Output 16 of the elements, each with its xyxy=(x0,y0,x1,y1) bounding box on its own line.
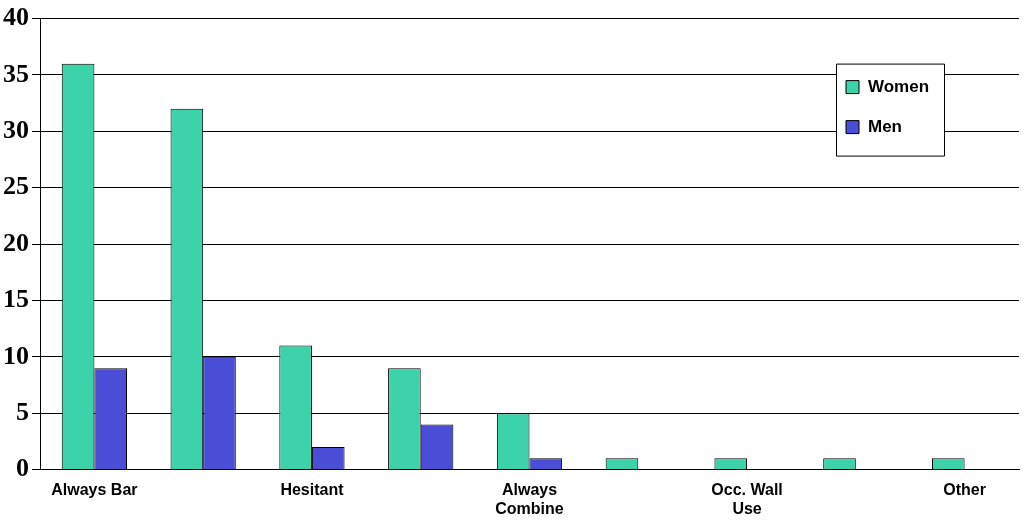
x-tick-label: Always Combine xyxy=(495,480,564,517)
y-tick-label: 30 xyxy=(3,115,29,145)
x-tick-label: Other xyxy=(943,480,986,498)
y-tick-label: 35 xyxy=(3,58,29,88)
y-tick-label: 40 xyxy=(3,2,29,32)
y-tick-label: 20 xyxy=(3,227,29,257)
x-tick-label: Occ. Wall Use xyxy=(711,480,783,517)
y-tick-label: 15 xyxy=(3,284,29,314)
x-tick-label: Hesitant xyxy=(280,480,345,498)
y-tick-label: 25 xyxy=(3,171,29,201)
y-tick-label: 5 xyxy=(16,396,29,426)
legend-label: Women xyxy=(868,77,930,97)
y-tick-label: 10 xyxy=(3,340,29,370)
y-tick-label: 0 xyxy=(16,453,29,483)
legend-label: Men xyxy=(868,117,902,137)
x-tick-label: Always Bar xyxy=(51,480,138,498)
